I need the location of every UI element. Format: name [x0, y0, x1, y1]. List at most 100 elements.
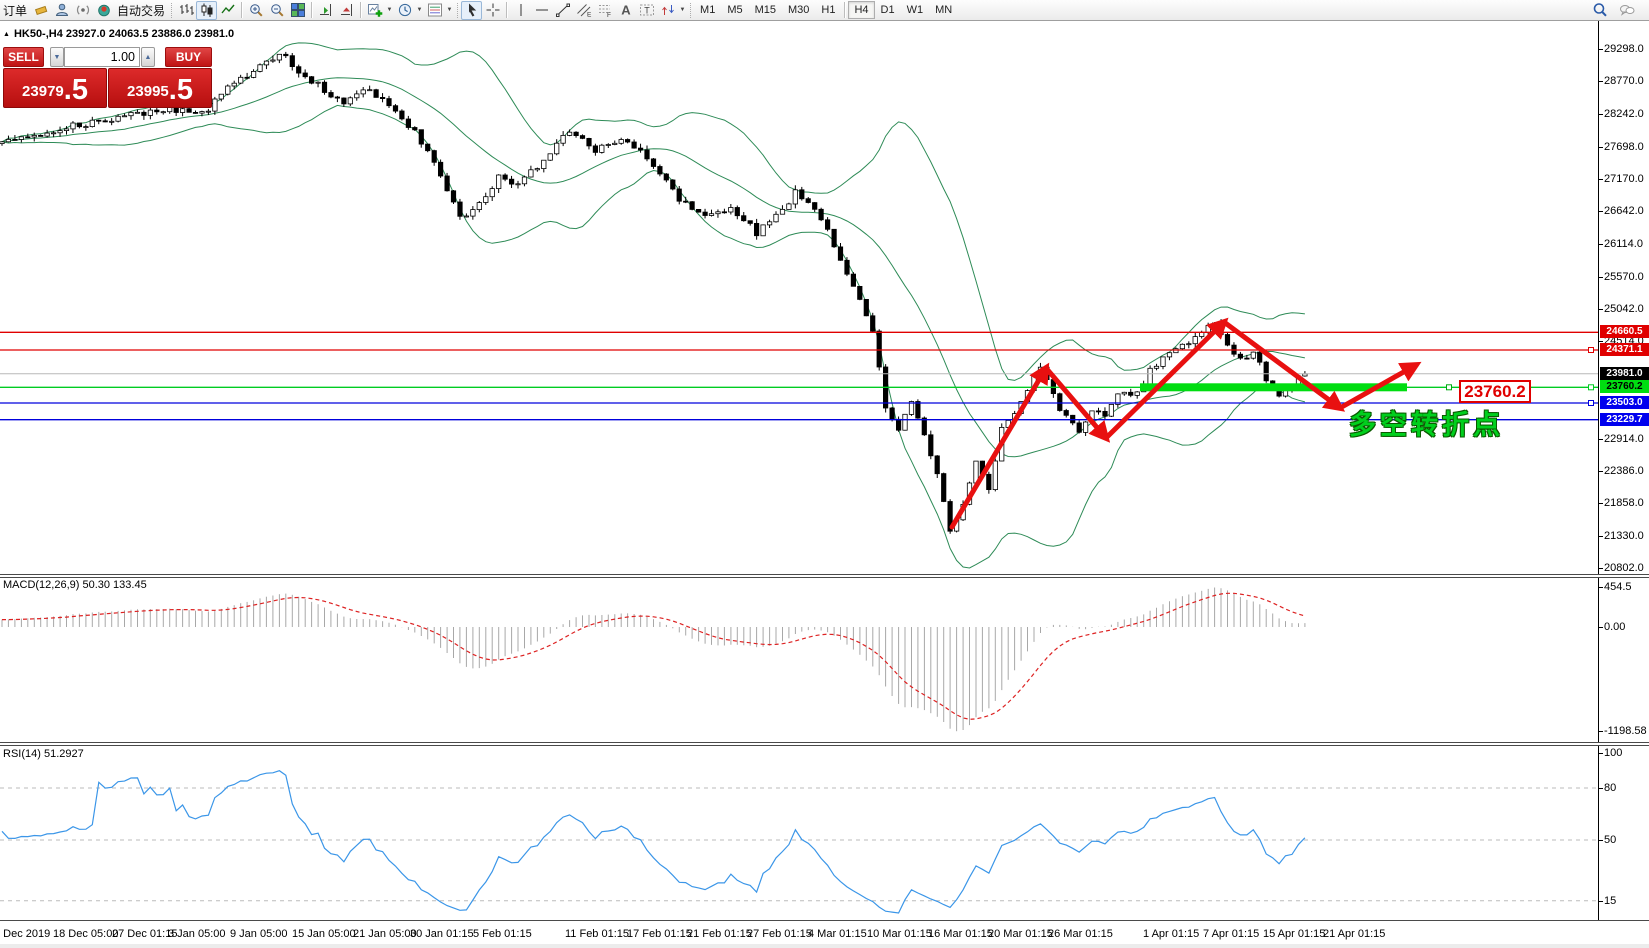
price-level-flag[interactable]: 23760.2 [1459, 380, 1531, 403]
macd-canvas[interactable] [0, 578, 1598, 742]
axis-tick [1598, 753, 1603, 754]
price-badge: 23229.7 [1600, 413, 1649, 426]
tile-windows-icon[interactable] [287, 1, 308, 20]
line-handle[interactable] [1446, 384, 1452, 391]
svg-text:T: T [644, 6, 650, 16]
panel-divider[interactable] [0, 574, 1649, 578]
timeframe-m1[interactable]: M1 [700, 4, 716, 16]
price-tick-label: 21330.0 [1604, 530, 1644, 542]
signal-icon[interactable] [72, 1, 93, 20]
axis-tick [1598, 179, 1603, 180]
cursor-icon[interactable] [461, 0, 483, 20]
channel-icon[interactable]: E [573, 1, 594, 20]
axis-tick [1598, 568, 1603, 569]
price-tick-label: 21858.0 [1604, 497, 1644, 509]
zoom-in-icon[interactable] [245, 1, 266, 20]
price-tick-label: 22914.0 [1604, 433, 1644, 445]
price-levels[interactable] [0, 331, 1598, 421]
axis-tick [1598, 147, 1603, 148]
fibonacci-icon[interactable]: F [594, 1, 615, 20]
trendline-icon[interactable] [552, 1, 573, 20]
dropdown-arrow-icon[interactable]: ▼ [416, 7, 423, 13]
sell-price-main: 23979 [22, 83, 64, 100]
buy-price-button[interactable]: 23995 .5 [108, 68, 212, 108]
chat-icon[interactable] [1616, 1, 1637, 20]
axis-tick [1598, 277, 1603, 278]
line-handle[interactable] [1588, 347, 1594, 353]
timeframe-h4[interactable]: H4 [848, 1, 875, 19]
toolbar-separator [311, 2, 313, 18]
volume-input[interactable] [64, 47, 140, 67]
sell-button[interactable]: SELL [3, 47, 44, 67]
shift-end-icon[interactable] [315, 1, 336, 20]
axis-border [1598, 21, 1599, 920]
zoom-out-icon[interactable] [266, 1, 287, 20]
crosshair-icon[interactable] [482, 1, 503, 20]
horizontal-line-icon[interactable] [531, 1, 552, 20]
macd-histogram [1, 587, 1306, 732]
candles [0, 51, 1308, 534]
time-tick-label: 27 Feb 01:15 [747, 928, 812, 940]
sell-price-button[interactable]: 23979 .5 [3, 68, 107, 108]
rsi-label: RSI(14) 51.2927 [3, 748, 84, 760]
timeframe-w1[interactable]: W1 [906, 4, 924, 16]
axis-tick [1598, 471, 1603, 472]
toolbar-grip [171, 2, 173, 18]
axis-tick [1598, 211, 1603, 212]
template-icon[interactable] [424, 1, 445, 20]
main-chart-canvas[interactable] [0, 21, 1598, 574]
trend-arrows[interactable] [949, 317, 1422, 530]
text-icon[interactable]: A [615, 1, 636, 20]
volume-decrease-button[interactable]: ▼ [50, 47, 64, 67]
svg-text:E: E [587, 12, 592, 19]
rsi-canvas[interactable] [0, 746, 1598, 920]
price-badge: 23503.0 [1600, 396, 1649, 409]
buy-button[interactable]: BUY [165, 47, 212, 67]
vertical-line-icon[interactable] [510, 1, 531, 20]
price-badge: 24371.1 [1600, 343, 1649, 356]
toolbar-right [1589, 1, 1645, 20]
dropdown-arrow-icon[interactable]: ▼ [446, 7, 453, 13]
timeframe-d1[interactable]: D1 [880, 4, 895, 16]
buy-price-main: 23995 [127, 83, 169, 100]
macd-tick-label: 454.5 [1604, 581, 1632, 593]
time-tick-label: 20 Mar 01:15 [988, 928, 1053, 940]
candlestick-icon[interactable] [196, 0, 218, 20]
bar-chart-icon[interactable] [175, 1, 196, 20]
gold-tool-icon[interactable] [30, 1, 51, 20]
autotrade-icon[interactable] [93, 1, 114, 20]
dropdown-arrow-icon[interactable]: ▼ [386, 7, 393, 13]
toolbar-separator [360, 2, 362, 18]
profile-icon[interactable] [51, 1, 72, 20]
axis-tick [1598, 341, 1603, 342]
line-handle[interactable] [1588, 400, 1594, 406]
period-clock-icon[interactable] [394, 1, 415, 20]
timeframe-h1[interactable]: H1 [821, 4, 836, 16]
axis-tick [1598, 244, 1603, 245]
volume-increase-button[interactable]: ▲ [141, 47, 155, 67]
new-order-label: 订单 [3, 3, 28, 18]
price-badge: 23981.0 [1600, 367, 1649, 380]
dropdown-arrow-icon[interactable]: ▼ [679, 7, 686, 13]
time-tick-label: 15 Apr 01:15 [1263, 928, 1326, 940]
text-label-icon[interactable]: T [636, 1, 657, 20]
line-chart-icon[interactable] [217, 1, 238, 20]
auto-scroll-icon[interactable] [336, 1, 357, 20]
arrows-icon[interactable] [657, 1, 678, 20]
support-highlight-band[interactable] [1140, 383, 1407, 392]
timeframe-mn[interactable]: MN [935, 4, 953, 16]
time-tick-label: 9 Jan 05:00 [230, 928, 288, 940]
bollinger-bands [1, 42, 1306, 569]
toolbar-separator [844, 2, 846, 18]
time-tick-label: 1 Apr 01:15 [1143, 928, 1200, 940]
time-tick-label: 5 Feb 01:15 [473, 928, 532, 940]
timeframe-m15[interactable]: M15 [754, 4, 776, 16]
timeframe-m5[interactable]: M5 [727, 4, 743, 16]
search-icon[interactable] [1589, 1, 1610, 20]
price-tick-label: 27698.0 [1604, 141, 1644, 153]
line-handle[interactable] [1588, 384, 1594, 391]
panel-divider[interactable] [0, 742, 1649, 746]
new-chart-icon[interactable] [364, 1, 385, 20]
timeframe-m30[interactable]: M30 [788, 4, 810, 16]
